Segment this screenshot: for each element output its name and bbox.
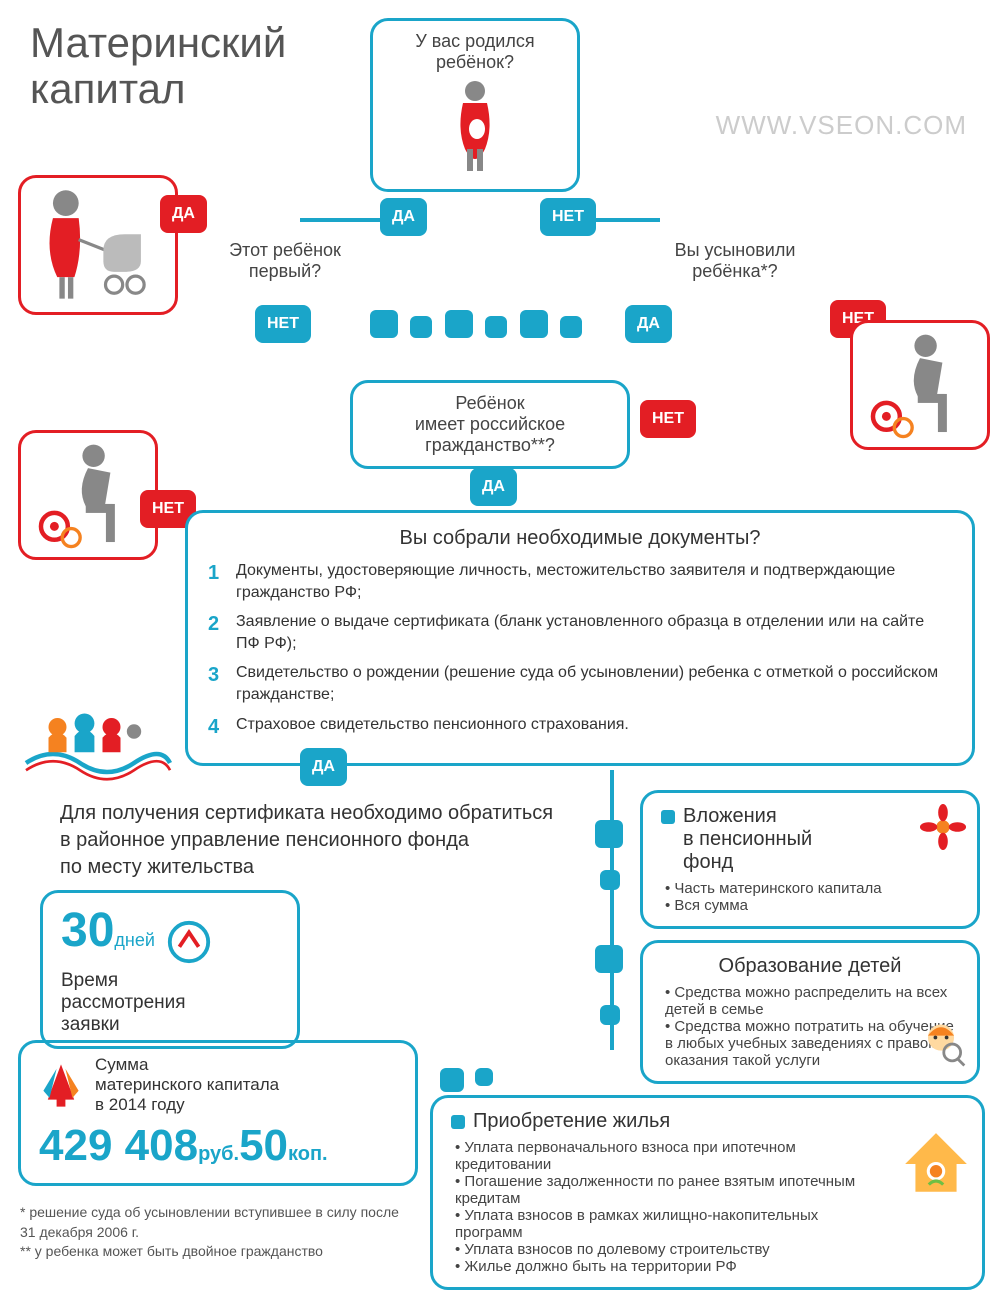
- docs-heading: Вы собрали необходимые документы?: [208, 527, 952, 550]
- pension-title: Вложения в пенсионный фонд: [683, 805, 812, 874]
- flower-icon: [919, 803, 967, 851]
- doc-item: 3Свидетельство о рождении (решение суда …: [208, 662, 952, 705]
- doc-num: 3: [208, 662, 226, 705]
- decor-square: [600, 870, 620, 890]
- doc-text: Свидетельство о рождении (решение суда о…: [236, 662, 952, 705]
- doc-text: Документы, удостоверяющие личность, мест…: [236, 560, 952, 603]
- education-box: Образование детей Средства можно распред…: [640, 940, 980, 1084]
- amount-main: 429 408: [39, 1121, 198, 1170]
- decor-square: [410, 316, 432, 338]
- badge-da-q1: ДА: [380, 198, 427, 236]
- clock-arrow-icon: [165, 918, 213, 966]
- decor-square: [440, 1068, 464, 1092]
- connector: [300, 218, 382, 222]
- badge-net-q1: НЕТ: [540, 198, 596, 236]
- decor-square: [600, 1005, 620, 1025]
- housing-title: Приобретение жилья: [473, 1110, 670, 1132]
- doc-num: 1: [208, 560, 226, 603]
- badge-net-q2: НЕТ: [255, 305, 311, 343]
- node-q2: Этот ребёнок первый?: [195, 230, 375, 292]
- footnote-2: ** у ребенка может быть двойное гражданс…: [20, 1242, 400, 1262]
- housing-item: Уплата первоначального взноса при ипотеч…: [455, 1139, 871, 1173]
- pension-item: Часть материнского капитала: [665, 880, 959, 897]
- decor-square: [595, 945, 623, 973]
- decor-square: [370, 310, 398, 338]
- bullet-icon: [451, 1115, 465, 1129]
- sitting-icon-right: [850, 320, 990, 450]
- housing-item: Погашение задолженности по ранее взятым …: [455, 1173, 871, 1207]
- node-q2-icon-box: [18, 175, 178, 315]
- doc-text: Страховое свидетельство пенсионного стра…: [236, 714, 629, 741]
- watermark: WWW.VSEON.COM: [716, 110, 967, 141]
- node-q4-text: Ребёнок имеет российское гражданство**?: [415, 393, 565, 455]
- child-magnifier-icon: [913, 1017, 969, 1073]
- arrow-up-icon: [39, 1055, 83, 1109]
- edu-item: Средства можно распределить на всех дете…: [665, 984, 959, 1018]
- housing-item: Уплата взносов в рамках жилищно-накопите…: [455, 1207, 871, 1241]
- node-q1-text: У вас родился ребёнок?: [415, 31, 534, 72]
- days-caption: Время рассмотрения заявки: [61, 970, 279, 1036]
- decor-square: [485, 316, 507, 338]
- doc-item: 2Заявление о выдаче сертификата (бланк у…: [208, 611, 952, 654]
- node-q2-text: Этот ребёнок первый?: [229, 240, 341, 281]
- cert-text: Для получения сертификата необходимо обр…: [60, 800, 600, 881]
- bullet-icon: [661, 810, 675, 824]
- amount-box: Сумма материнского капитала в 2014 году …: [18, 1040, 418, 1186]
- housing-item: Жилье должно быть на территории РФ: [455, 1258, 871, 1275]
- node-q1: У вас родился ребёнок?: [370, 18, 580, 192]
- pregnant-icon: [443, 79, 507, 179]
- amount-kop: коп.: [288, 1143, 328, 1165]
- days-label: дней: [114, 930, 155, 950]
- footnote-1: * решение суда об усыновлении вступившее…: [20, 1203, 400, 1242]
- footnotes: * решение суда об усыновлении вступившее…: [20, 1203, 400, 1262]
- node-q3: Вы усыновили ребёнка*?: [640, 230, 830, 292]
- doc-num: 4: [208, 714, 226, 741]
- decor-square: [595, 820, 623, 848]
- pension-box: Вложения в пенсионный фонд Часть материн…: [640, 790, 980, 929]
- doc-item: 1Документы, удостоверяющие личность, мес…: [208, 560, 952, 603]
- days-num: 30: [61, 904, 114, 957]
- badge-da-docs: ДА: [300, 748, 347, 786]
- sitting-person-icon: [27, 439, 149, 551]
- amount-caption: Сумма материнского капитала в 2014 году: [95, 1055, 279, 1115]
- sitting-person-icon: [859, 329, 981, 441]
- family-wave-icon: [18, 700, 178, 790]
- sitting-icon-left: [18, 430, 158, 560]
- days-box: 30дней Время рассмотрения заявки: [40, 890, 300, 1049]
- badge-da-q2: ДА: [160, 195, 207, 233]
- badge-net-q4: НЕТ: [640, 400, 696, 438]
- amount-kop-num: 50: [239, 1121, 288, 1170]
- amount-rub: руб.: [198, 1143, 239, 1165]
- badge-da-q4: ДА: [470, 468, 517, 506]
- badge-da-q3: ДА: [625, 305, 672, 343]
- node-q3-text: Вы усыновили ребёнка*?: [675, 240, 796, 281]
- doc-num: 2: [208, 611, 226, 654]
- housing-box: Приобретение жилья Уплата первоначальног…: [430, 1095, 985, 1290]
- doc-item: 4 Страховое свидетельство пенсионного стр…: [208, 714, 952, 741]
- decor-square: [475, 1068, 493, 1086]
- birdhouse-icon: [900, 1128, 972, 1200]
- housing-item: Уплата взносов по долевому строительству: [455, 1241, 871, 1258]
- decor-square: [445, 310, 473, 338]
- doc-text: Заявление о выдаче сертификата (бланк ус…: [236, 611, 952, 654]
- node-q4: Ребёнок имеет российское гражданство**?: [350, 380, 630, 469]
- page-title: Материнский капитал: [30, 20, 286, 112]
- decor-square: [520, 310, 548, 338]
- pension-item: Вся сумма: [665, 897, 959, 914]
- decor-square: [560, 316, 582, 338]
- docs-box: Вы собрали необходимые документы? 1Докум…: [185, 510, 975, 766]
- education-title: Образование детей: [719, 955, 902, 977]
- connector: [590, 218, 660, 222]
- mother-stroller-icon: [29, 186, 167, 304]
